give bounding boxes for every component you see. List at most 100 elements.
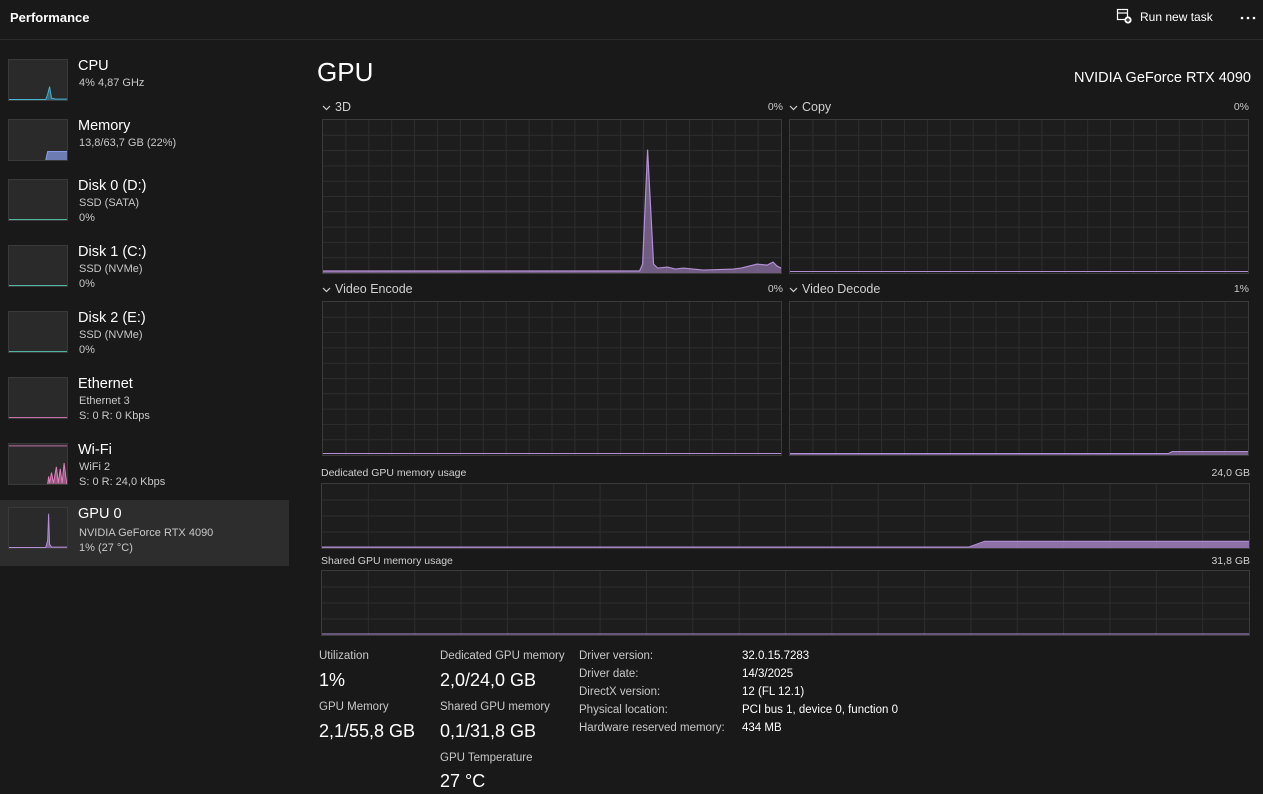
run-new-task-button[interactable]: Run new task: [1112, 6, 1217, 28]
shared-memory-value: 0,1/31,8 GB: [440, 721, 537, 741]
dedicated-memory-label: Dedicated GPU memory: [440, 650, 565, 662]
sidebar-item-name: Ethernet: [78, 376, 133, 392]
utilization-label: Utilization: [319, 650, 369, 662]
graph-selector-video-encode[interactable]: Video Encode: [322, 282, 413, 296]
gpu-temperature-label: GPU Temperature: [440, 752, 533, 764]
directx-version-value: 12 (FL 12.1): [742, 686, 805, 698]
sidebar-item-name: GPU 0: [78, 506, 122, 522]
sidebar-item-name: Wi-Fi: [78, 442, 112, 458]
wifi-thumbnail-graph: [8, 443, 68, 485]
graph-video-encode: [322, 301, 782, 456]
sidebar-item-usage: 1% (27 °C): [79, 542, 133, 554]
directx-version-key: DirectX version:: [579, 686, 661, 698]
sidebar-item-memory[interactable]: Memory 13,8/63,7 GB (22%): [0, 112, 289, 178]
graph-label-video-decode: Video Decode: [802, 282, 881, 296]
sidebar-item-disk-2[interactable]: Disk 2 (E:) SSD (NVMe) 0%: [0, 304, 289, 370]
graph-grid: [323, 120, 781, 273]
sidebar-item-usage: 0%: [79, 278, 95, 290]
graph-label-3d: 3D: [335, 100, 351, 114]
graph-grid: [790, 302, 1248, 455]
disk-1-thumbnail-graph: [8, 245, 68, 287]
sidebar-item-type: SSD (SATA): [79, 197, 140, 209]
disk-0-thumbnail-graph: [8, 179, 68, 221]
sidebar-item-cpu[interactable]: CPU 4% 4,87 GHz: [0, 52, 289, 118]
sidebar-item-usage: 0%: [79, 212, 95, 224]
driver-date-key: Driver date:: [579, 668, 639, 680]
gpu-thumbnail-graph: [8, 507, 68, 549]
gpu-heading: GPU: [317, 57, 374, 87]
chevron-down-icon: [789, 282, 798, 296]
graph-grid: [790, 120, 1248, 273]
driver-version-value: 32.0.15.7283: [742, 650, 810, 662]
sidebar-item-name: Disk 2 (E:): [78, 310, 146, 326]
graph-percent-copy: 0%: [1233, 101, 1249, 113]
ethernet-thumbnail-graph: [8, 377, 68, 419]
graph-selector-copy[interactable]: Copy: [789, 100, 831, 114]
dedicated-memory-max: 24,0 GB: [1211, 467, 1250, 479]
graph-video-decode-plot: [790, 302, 1248, 455]
sidebar-item-name: Memory: [78, 118, 131, 134]
graph-copy: [789, 119, 1249, 274]
driver-version-key: Driver version:: [579, 650, 654, 662]
more-options-button[interactable]: [1237, 6, 1259, 28]
sidebar-item-type: SSD (NVMe): [79, 263, 143, 275]
sidebar-item-throughput: S: 0 R: 24,0 Kbps: [79, 476, 166, 488]
page-title: Performance: [10, 10, 90, 25]
shared-memory-max: 31,8 GB: [1211, 555, 1250, 567]
chevron-down-icon: [789, 100, 798, 114]
graph-shared-memory-plot: [322, 571, 1249, 635]
gpu-temperature-value: 27 °C: [440, 771, 486, 791]
graph-percent-3d: 0%: [767, 101, 783, 113]
sidebar-item-adapter: WiFi 2: [79, 461, 111, 473]
graph-video-encode-plot: [323, 302, 781, 455]
header-bar: Performance Run new task: [0, 0, 1263, 40]
graph-video-decode: [789, 301, 1249, 456]
sidebar-item-name: Disk 1 (C:): [78, 244, 147, 260]
memory-thumbnail-graph: [8, 119, 68, 161]
graph-shared-memory: [321, 570, 1250, 636]
graph-3d-plot: [323, 120, 781, 273]
shared-memory-graph-label: Shared GPU memory usage: [321, 555, 453, 567]
graph-copy-plot: [790, 120, 1248, 273]
sidebar-item-wifi[interactable]: Wi-Fi WiFi 2 S: 0 R: 24,0 Kbps: [0, 436, 289, 502]
sidebar-item-model: NVIDIA GeForce RTX 4090: [79, 527, 214, 539]
dedicated-memory-graph-label: Dedicated GPU memory usage: [321, 467, 467, 479]
sidebar-item-adapter: Ethernet 3: [79, 395, 130, 407]
sidebar-item-detail: 4% 4,87 GHz: [79, 77, 145, 89]
physical-location-value: PCI bus 1, device 0, function 0: [742, 704, 898, 716]
sidebar-item-ethernet[interactable]: Ethernet Ethernet 3 S: 0 R: 0 Kbps: [0, 370, 289, 436]
sidebar-item-type: SSD (NVMe): [79, 329, 143, 341]
graph-dedicated-memory: [321, 483, 1250, 549]
graph-grid: [322, 484, 1249, 548]
gpu-memory-label: GPU Memory: [319, 701, 389, 713]
graph-label-copy: Copy: [802, 100, 832, 114]
graph-grid: [322, 571, 1249, 635]
graph-selector-video-decode[interactable]: Video Decode: [789, 282, 880, 296]
gpu-model-name: NVIDIA GeForce RTX 4090: [1073, 70, 1251, 86]
graph-dedicated-memory-plot: [322, 484, 1249, 548]
sidebar-item-usage: 0%: [79, 344, 95, 356]
cpu-thumbnail-graph: [8, 59, 68, 101]
disk-2-thumbnail-graph: [8, 311, 68, 353]
utilization-value: 1%: [319, 670, 346, 690]
sidebar-item-name: Disk 0 (D:): [78, 178, 147, 194]
sidebar-item-gpu-0[interactable]: GPU 0 NVIDIA GeForce RTX 4090 1% (27 °C): [0, 500, 289, 566]
graph-label-video-encode: Video Encode: [335, 282, 413, 296]
reserved-memory-key: Hardware reserved memory:: [579, 722, 725, 734]
sidebar-item-disk-1[interactable]: Disk 1 (C:) SSD (NVMe) 0%: [0, 238, 289, 304]
sidebar-item-throughput: S: 0 R: 0 Kbps: [79, 410, 150, 422]
sidebar-item-name: CPU: [78, 58, 109, 74]
gpu-memory-value: 2,1/55,8 GB: [319, 721, 416, 741]
graph-grid: [323, 302, 781, 455]
graph-3d: [322, 119, 782, 274]
run-new-task-label: Run new task: [1140, 10, 1213, 24]
sidebar-item-disk-0[interactable]: Disk 0 (D:) SSD (SATA) 0%: [0, 172, 289, 238]
graph-selector-3d[interactable]: 3D: [322, 100, 351, 114]
more-icon: [1240, 8, 1256, 26]
sidebar-item-detail: 13,8/63,7 GB (22%): [79, 137, 177, 149]
graph-percent-video-decode: 1%: [1233, 283, 1249, 295]
new-task-icon: [1116, 8, 1132, 27]
chevron-down-icon: [322, 282, 331, 296]
driver-date-value: 14/3/2025: [742, 668, 794, 680]
